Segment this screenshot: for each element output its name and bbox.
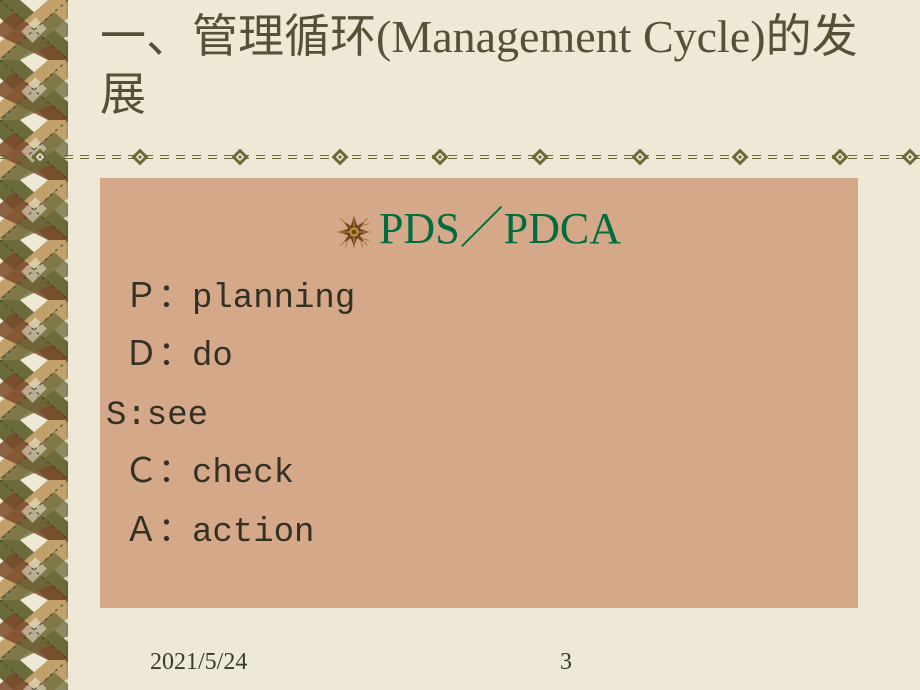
list-item: S:see	[106, 387, 858, 445]
definition-list: Ｐ：planning Ｄ：do S:see Ｃ：check Ａ：action	[100, 270, 858, 562]
content-panel: PDS／PDCA Ｐ：planning Ｄ：do S:see Ｃ：check Ａ…	[100, 178, 858, 608]
list-item: Ａ：action	[124, 504, 858, 562]
content-heading: PDS／PDCA	[379, 192, 621, 256]
list-item: Ｃ：check	[124, 445, 858, 503]
title-divider	[0, 145, 920, 169]
slide-title: 一、管理循环(Management Cycle)的发展	[100, 8, 900, 123]
footer-date: 2021/5/24	[150, 649, 247, 676]
starburst-icon	[337, 209, 371, 243]
list-item: Ｐ：planning	[124, 270, 858, 328]
content-heading-row: PDS／PDCA	[100, 178, 858, 256]
slide-title-area: 一、管理循环(Management Cycle)的发展	[100, 8, 900, 123]
list-item: Ｄ：do	[124, 328, 858, 386]
left-decorative-border	[0, 0, 68, 690]
footer-page-number: 3	[560, 649, 572, 676]
